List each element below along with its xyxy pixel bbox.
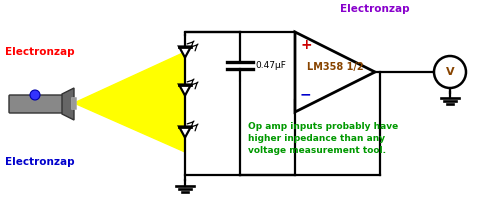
Text: Electronzap: Electronzap <box>5 157 75 167</box>
FancyBboxPatch shape <box>9 95 63 113</box>
Polygon shape <box>62 88 74 120</box>
Text: +: + <box>300 38 312 52</box>
Polygon shape <box>179 127 191 138</box>
Circle shape <box>30 90 40 100</box>
Polygon shape <box>179 84 191 96</box>
Polygon shape <box>74 52 185 152</box>
Text: V: V <box>446 67 454 77</box>
Text: Electronzap: Electronzap <box>340 4 410 14</box>
Polygon shape <box>295 32 375 112</box>
Text: Op amp inputs probably have
higher inpedance than any
voltage measurement tool.: Op amp inputs probably have higher inped… <box>248 122 398 155</box>
Circle shape <box>434 56 466 88</box>
FancyBboxPatch shape <box>72 98 77 110</box>
Text: 0.47μF: 0.47μF <box>255 62 286 71</box>
Polygon shape <box>179 46 191 58</box>
Text: LM358 1/2: LM358 1/2 <box>307 62 364 72</box>
Text: Electronzap: Electronzap <box>5 47 75 57</box>
Text: −: − <box>300 87 312 101</box>
